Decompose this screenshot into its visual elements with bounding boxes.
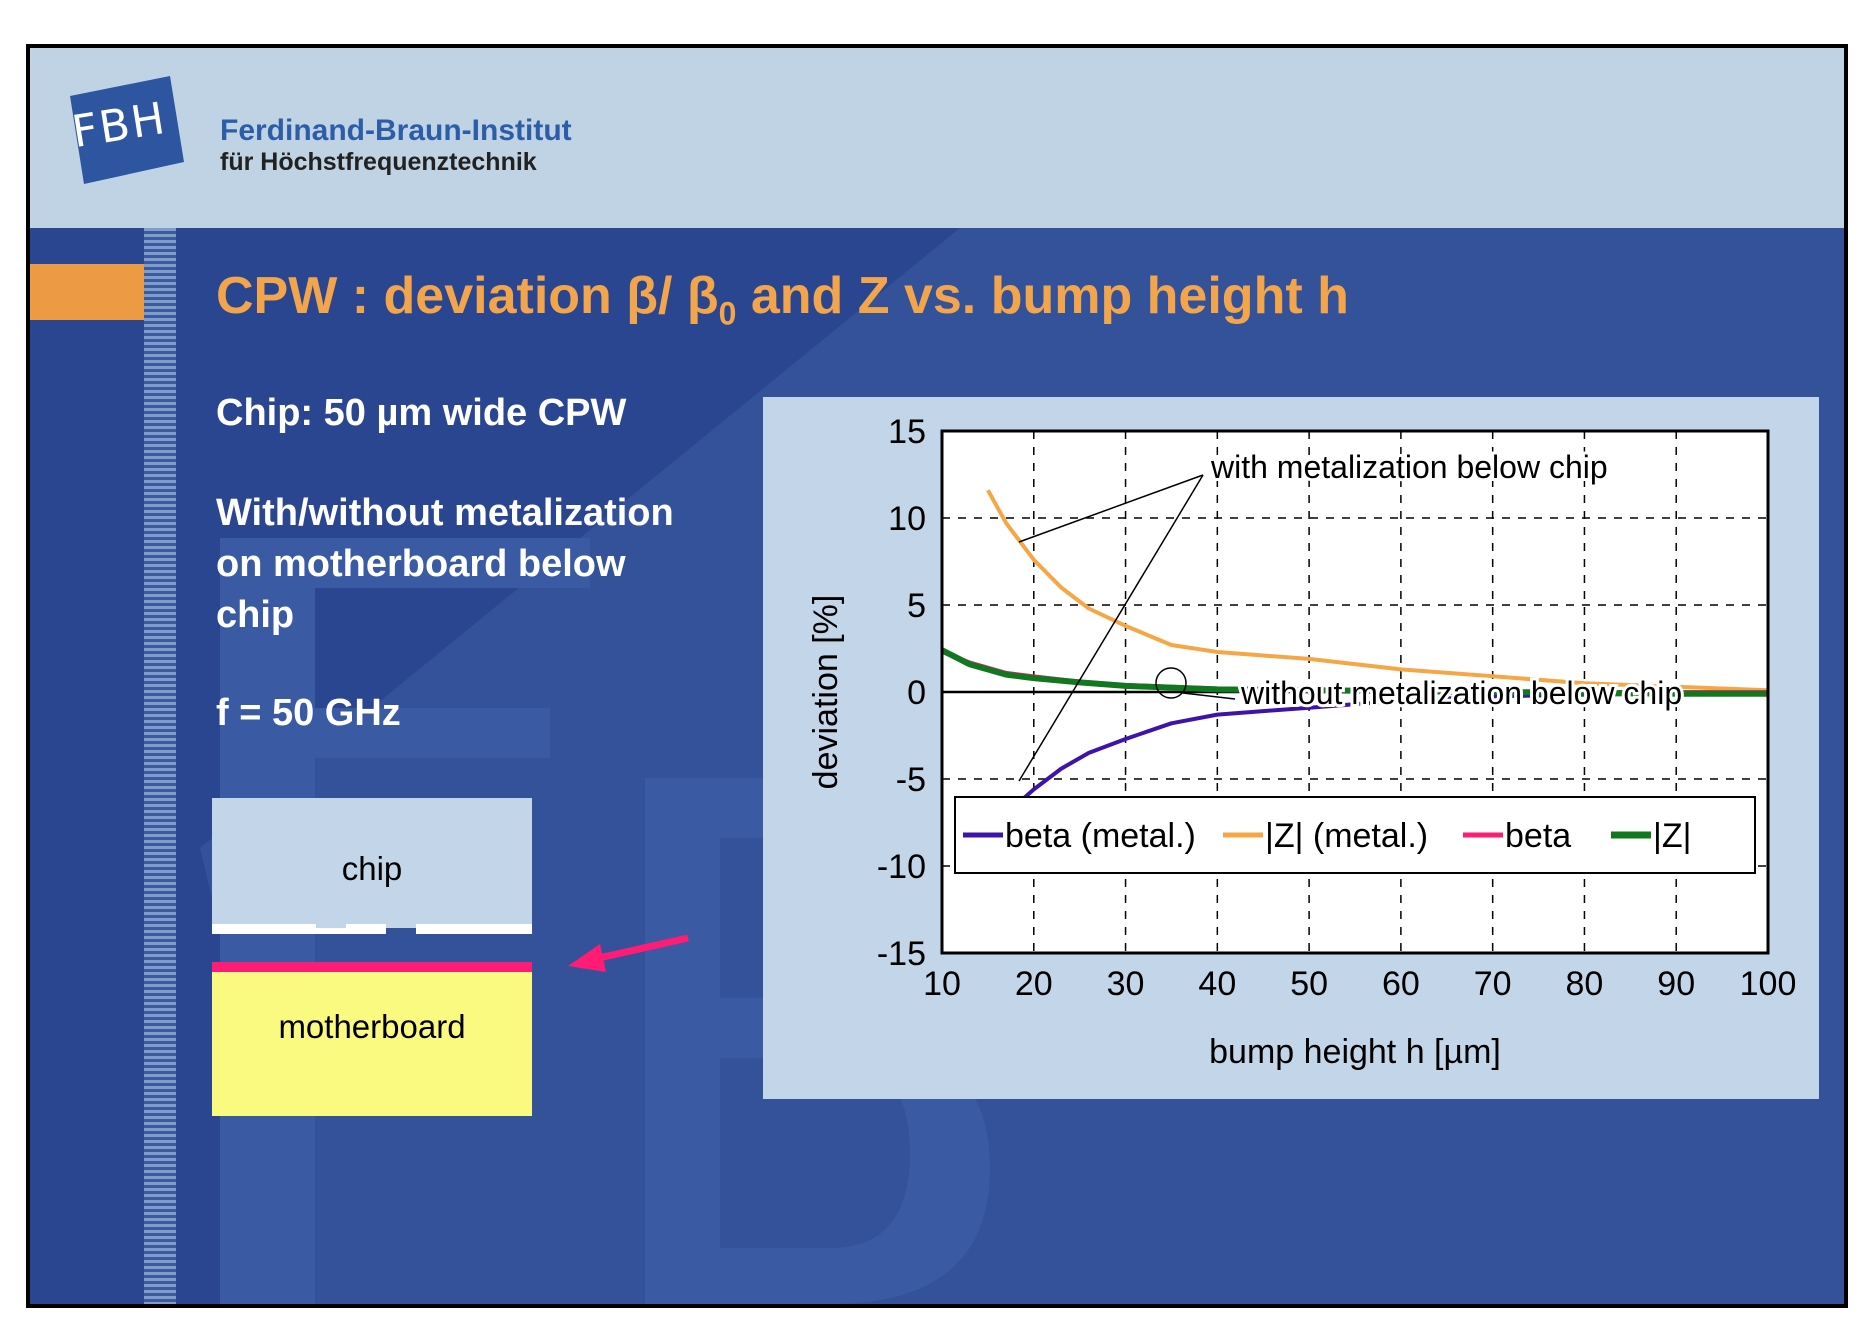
annotation-without-metalization: without metalization below chip [1240, 675, 1682, 711]
y-tick-label: 0 [907, 674, 926, 712]
text-metal-line-1: With/without metalization [216, 492, 674, 534]
leader-line-1 [1018, 474, 1204, 543]
x-axis-ticks: 10 20 30 40 50 60 70 80 90 100 [923, 965, 1796, 1003]
y-tick-label: -5 [896, 761, 926, 799]
series-line-3 [940, 647, 1768, 697]
title-accent-bar [30, 264, 144, 320]
x-tick-label: 50 [1290, 965, 1328, 1003]
y-axis-ticks: 15 10 5 0 -5 -10 -15 [877, 413, 926, 973]
chip-metal-left [212, 924, 316, 934]
x-tick-label: 80 [1566, 965, 1604, 1003]
title-subscript: 0 [718, 295, 737, 332]
annotation-with-metalization: with metalization below chip [1210, 449, 1608, 485]
slide: FBH Ferdinand-Braun-Institut für Höchstf… [26, 44, 1848, 1308]
motherboard-label: motherboard [278, 1008, 466, 1045]
y-tick-label: 15 [888, 413, 926, 451]
slide-title: CPW : deviation β/ β0 and Z vs. bump hei… [216, 266, 1349, 332]
motherboard-metalization [212, 962, 532, 972]
arrow-icon [568, 934, 689, 972]
chart-panel: 10 20 30 40 50 60 70 80 90 100 15 10 5 0 -5 -10 -15 wit… [763, 397, 1819, 1099]
institute-name: Ferdinand-Braun-Institut [220, 114, 572, 147]
header-band [30, 48, 1844, 228]
left-stripe [144, 228, 176, 1304]
text-frequency: f = 50 GHz [216, 692, 401, 734]
series-line-1 [986, 489, 1769, 693]
logo-badge-shape [70, 76, 184, 184]
y-tick-label: 5 [907, 587, 926, 625]
x-tick-label: 100 [1740, 965, 1797, 1003]
chart-annotations: with metalization below chip without meta… [1018, 446, 1685, 782]
x-tick-label: 90 [1657, 965, 1695, 1003]
legend-entry: |Z| (metal.) [1265, 817, 1428, 855]
legend-entry: beta [1505, 817, 1571, 855]
legend-entry: beta (metal.) [1005, 817, 1196, 855]
arrow-head [568, 944, 606, 972]
chip-metal-center [346, 924, 386, 934]
x-tick-label: 60 [1382, 965, 1420, 1003]
chip-metal-gap-left [316, 928, 346, 934]
leader-line-3 [1182, 692, 1236, 700]
x-tick-label: 20 [1015, 965, 1053, 1003]
motherboard-block [212, 972, 532, 1116]
chart-legend: beta (metal.) |Z| (metal.) beta |Z| [954, 796, 1756, 874]
title-end: and Z vs. bump height h [736, 267, 1349, 325]
y-tick-label: 10 [888, 500, 926, 538]
fbh-logo [70, 76, 184, 184]
annotation-circle [1155, 667, 1187, 699]
chip-metal-right [416, 924, 532, 934]
y-tick-label: -15 [877, 935, 926, 973]
legend-entry: |Z| [1653, 817, 1691, 855]
x-axis-label: bump height h [µm] [1209, 1033, 1501, 1071]
x-tick-label: 40 [1198, 965, 1236, 1003]
chip-block [212, 798, 532, 928]
institute-subtitle: für Höchstfrequenztechnik [220, 148, 537, 176]
chart-series [940, 489, 1769, 837]
y-tick-label: -10 [877, 848, 926, 886]
y-axis-label: deviation [%] [807, 595, 845, 790]
arrow-shaft [589, 934, 689, 964]
title-main: CPW : deviation β/ β [216, 267, 719, 325]
chip-label: chip [341, 850, 403, 887]
text-chip-width: Chip: 50 µm wide CPW [216, 392, 627, 434]
x-tick-label: 10 [923, 965, 961, 1003]
text-metal-line-3: chip [216, 594, 295, 636]
leader-line-2 [1018, 474, 1204, 782]
x-tick-label: 30 [1107, 965, 1145, 1003]
x-tick-label: 70 [1474, 965, 1512, 1003]
plot-frame [940, 429, 1770, 955]
text-metal-line-2: on motherboard below [216, 543, 626, 585]
